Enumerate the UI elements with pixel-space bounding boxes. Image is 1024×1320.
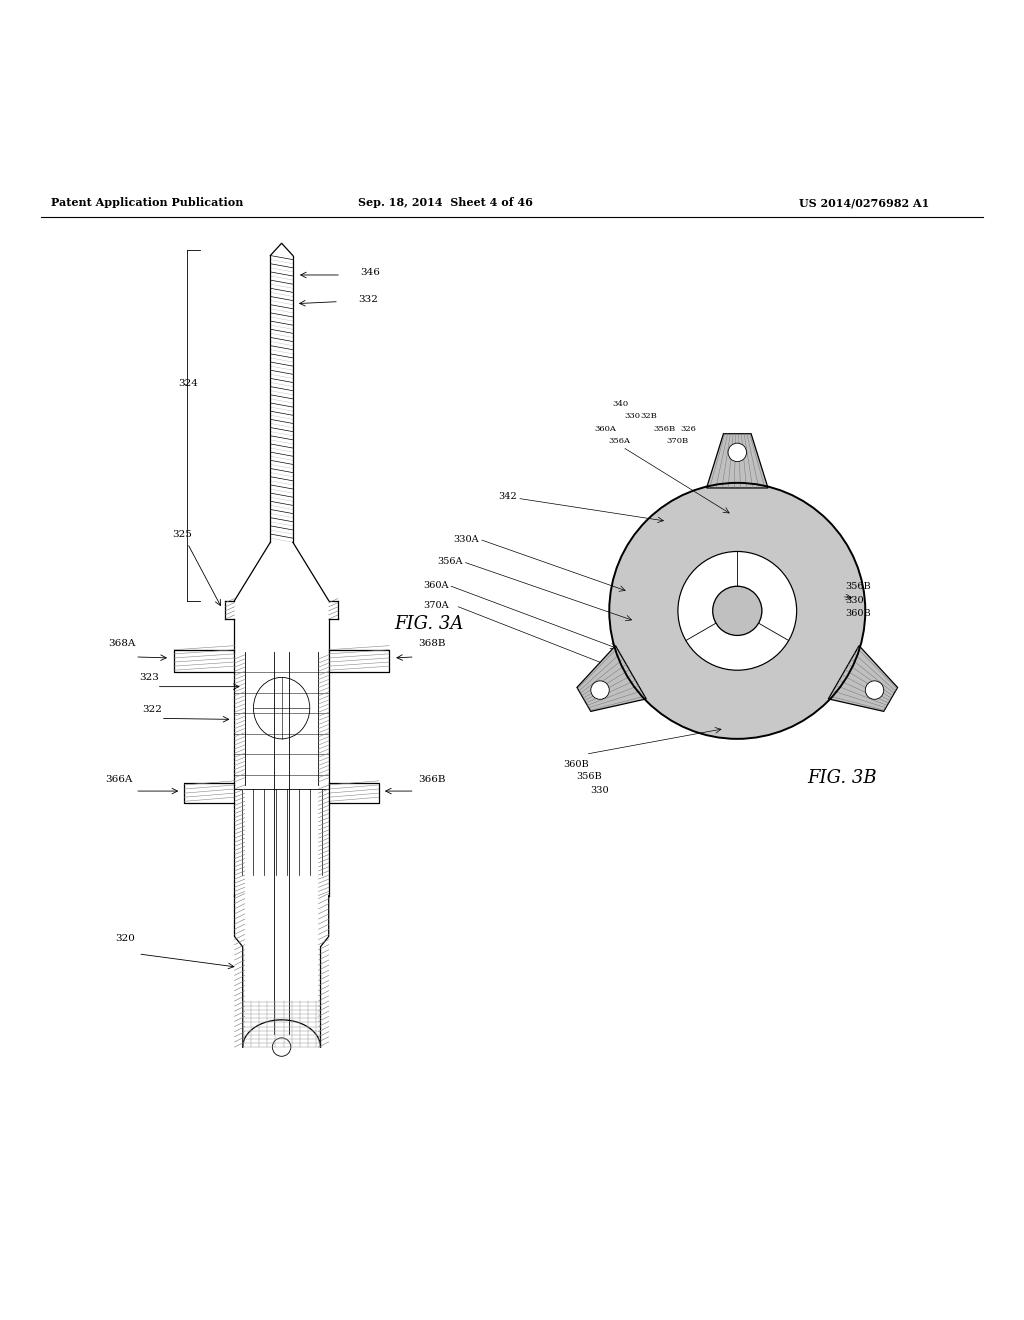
Text: 366A: 366A xyxy=(105,775,133,784)
Circle shape xyxy=(728,444,746,462)
Circle shape xyxy=(678,552,797,671)
Text: 323: 323 xyxy=(139,673,159,682)
Text: Patent Application Publication: Patent Application Publication xyxy=(51,198,244,209)
Text: 330: 330 xyxy=(845,597,863,605)
Circle shape xyxy=(591,681,609,700)
Polygon shape xyxy=(577,645,646,711)
Polygon shape xyxy=(828,645,898,711)
Text: 360B: 360B xyxy=(563,760,589,770)
Text: 330: 330 xyxy=(625,412,641,420)
Text: 370A: 370A xyxy=(423,601,449,610)
Text: 368B: 368B xyxy=(418,639,445,648)
Text: 325: 325 xyxy=(173,529,193,539)
Text: 368A: 368A xyxy=(108,639,135,648)
Text: US 2014/0276982 A1: US 2014/0276982 A1 xyxy=(799,198,929,209)
Polygon shape xyxy=(707,434,768,488)
Text: 360A: 360A xyxy=(423,581,449,590)
Text: 330: 330 xyxy=(590,785,608,795)
Text: 340: 340 xyxy=(612,400,629,408)
Text: 356B: 356B xyxy=(577,772,602,781)
Text: 330A: 330A xyxy=(454,535,479,544)
Text: 356B: 356B xyxy=(845,582,870,591)
Text: 322: 322 xyxy=(142,705,162,714)
Text: Sep. 18, 2014  Sheet 4 of 46: Sep. 18, 2014 Sheet 4 of 46 xyxy=(358,198,532,209)
Text: FIG. 3B: FIG. 3B xyxy=(807,768,877,787)
Text: 320: 320 xyxy=(116,935,135,942)
Text: 346: 346 xyxy=(360,268,380,277)
Text: 342: 342 xyxy=(499,491,517,500)
Text: 360A: 360A xyxy=(594,425,615,433)
Circle shape xyxy=(272,1038,291,1056)
Text: 32B: 32B xyxy=(640,412,656,420)
Text: 324: 324 xyxy=(178,379,198,388)
Text: 370B: 370B xyxy=(667,437,689,445)
Text: 360B: 360B xyxy=(845,610,870,618)
Text: 326: 326 xyxy=(680,425,696,433)
Text: 332: 332 xyxy=(358,296,378,304)
Text: 356A: 356A xyxy=(437,557,463,566)
Text: 356B: 356B xyxy=(653,425,676,433)
Circle shape xyxy=(713,586,762,635)
Circle shape xyxy=(609,483,865,739)
Text: FIG. 3A: FIG. 3A xyxy=(394,615,464,634)
Text: 366B: 366B xyxy=(418,775,445,784)
Text: 356A: 356A xyxy=(608,437,630,445)
Circle shape xyxy=(865,681,884,700)
